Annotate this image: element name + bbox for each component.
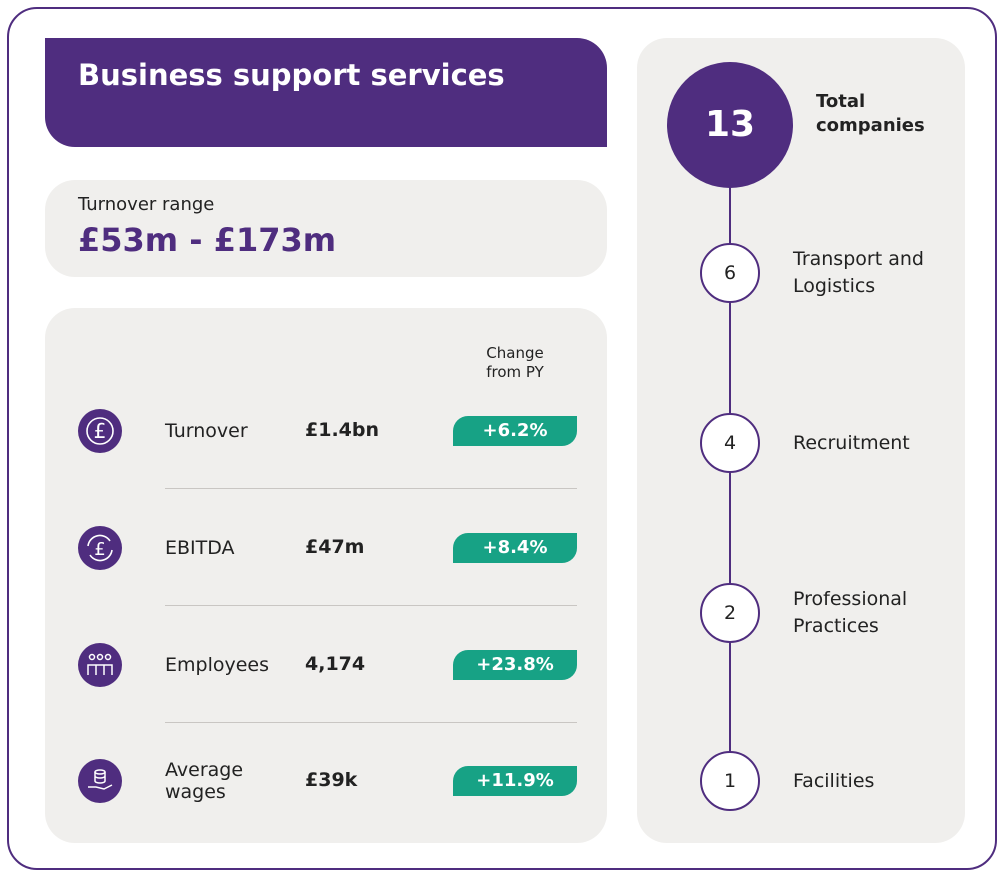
row-value: 4,174 <box>305 653 366 675</box>
frame <box>7 7 997 870</box>
sector-label: Facilities <box>793 769 875 792</box>
svg-text:£: £ <box>94 419 107 443</box>
row-icon: £ <box>78 409 122 453</box>
row-change: +23.8% <box>453 650 577 680</box>
icon: £ <box>78 526 122 570</box>
icon <box>78 759 122 803</box>
total-count: 13 <box>667 62 793 188</box>
column-header: Change from PY <box>486 344 544 381</box>
title: Business support services <box>45 38 607 147</box>
turnover-range-value: £53m - £173m <box>78 221 337 259</box>
row-change: +6.2% <box>453 416 577 446</box>
row-change: +8.4% <box>453 533 577 563</box>
sector-label: Professional Practices <box>793 588 908 637</box>
count-circle: 4 <box>700 413 760 473</box>
row-icon <box>78 643 122 687</box>
count-circle: 2 <box>700 583 760 643</box>
row-label: Turnover <box>165 420 248 442</box>
row-value: £1.4bn <box>305 419 380 441</box>
row-label: Employees <box>165 654 269 676</box>
turnover-range-label: Turnover range <box>78 194 215 215</box>
sector-label: Recruitment <box>793 431 910 454</box>
row-value: £47m <box>305 536 365 558</box>
count-circle: 6 <box>700 243 760 303</box>
icon: £ <box>78 409 122 453</box>
separator <box>165 488 577 489</box>
separator <box>165 605 577 606</box>
stats-card <box>45 308 607 843</box>
sector-label: Transport and Logistics <box>793 248 924 297</box>
svg-text:£: £ <box>94 539 105 560</box>
row-label: EBITDA <box>165 537 235 559</box>
row-label: Average wages <box>165 759 244 803</box>
row-change: +11.9% <box>453 766 577 796</box>
turnover-range-card: Turnover range £53m - £173m <box>45 180 607 277</box>
row-value: £39k <box>305 769 358 791</box>
total-label: Total companies <box>816 91 925 136</box>
row-icon: £ <box>78 526 122 570</box>
row-icon <box>78 759 122 803</box>
count-circle: 1 <box>700 751 760 811</box>
separator <box>165 722 577 723</box>
icon <box>78 643 122 687</box>
